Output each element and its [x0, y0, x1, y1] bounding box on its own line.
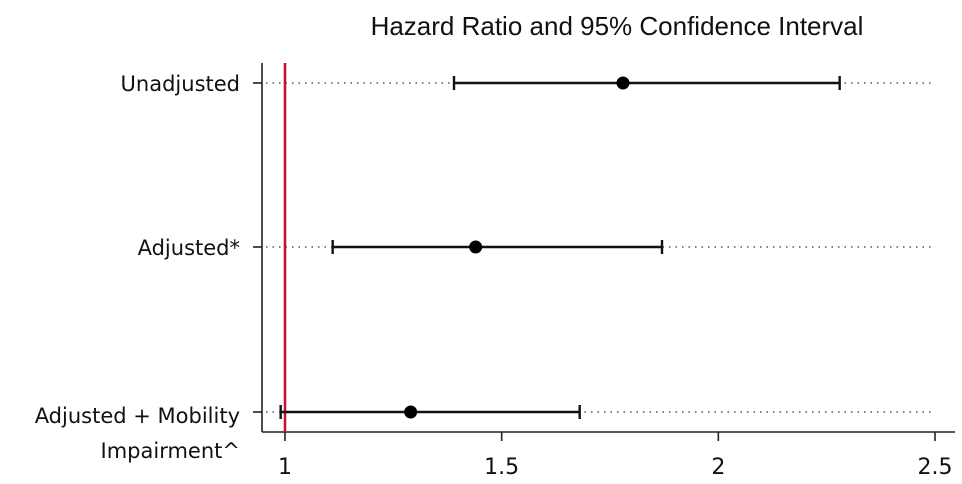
point-estimate	[617, 77, 630, 90]
category-label: Adjusted*	[138, 236, 240, 260]
axis-layer: Unadjusted Adjusted* Adjusted + Mobility Im…	[35, 72, 953, 479]
ci-layer	[281, 76, 840, 419]
x-tick-label: 1.5	[484, 455, 519, 479]
category-label: Impairment^	[101, 439, 240, 463]
point-estimate	[404, 406, 417, 419]
point-estimate	[469, 241, 482, 254]
category-label: Unadjusted	[121, 72, 240, 96]
category-label: Adjusted + Mobility	[35, 404, 240, 428]
chart-title: Hazard Ratio and 95% Confidence Interval	[371, 11, 864, 41]
x-tick-label: 1	[278, 455, 292, 479]
x-tick-label: 2	[711, 455, 725, 479]
x-tick-label: 2.5	[918, 455, 953, 479]
